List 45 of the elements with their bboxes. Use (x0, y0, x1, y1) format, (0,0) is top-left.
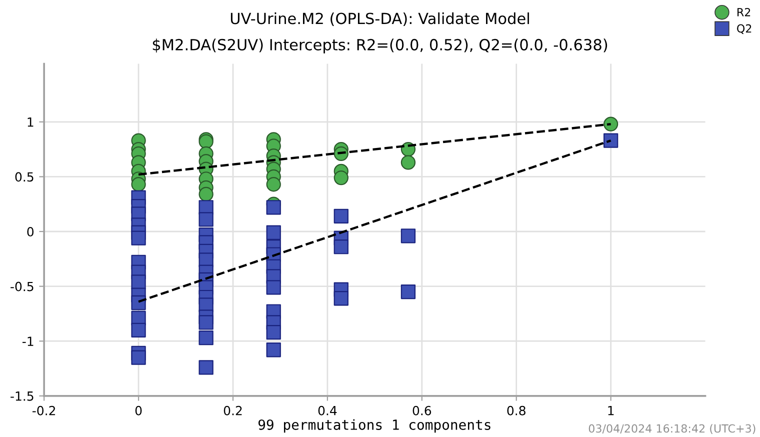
legend-label: Q2 (737, 24, 752, 34)
x-tick-label: 0.6 (412, 406, 432, 416)
chart-title: UV-Urine.M2 (OPLS-DA): Validate Model (230, 12, 529, 26)
point (400, 228, 416, 244)
point (131, 177, 146, 192)
y-tick-label: -0.5 (10, 282, 34, 292)
point (198, 330, 214, 346)
point (266, 225, 281, 240)
x-tick-label: 0.2 (224, 406, 242, 416)
point (198, 315, 214, 330)
y-tick-label: 1 (28, 118, 34, 127)
text: 03/04/2024 16:18:42 (UTC+3) (588, 424, 756, 434)
y-tick-label: 0 (27, 226, 34, 236)
point (131, 230, 146, 246)
point (131, 274, 146, 290)
x-tick-label: 0.8 (507, 406, 526, 416)
point (266, 342, 281, 358)
point (198, 186, 214, 202)
point (131, 322, 146, 338)
x-tick-label: 1 (608, 406, 614, 416)
point (334, 240, 348, 254)
point (266, 200, 281, 215)
point (198, 212, 214, 227)
point (266, 177, 281, 192)
point (198, 360, 214, 375)
chart-subtitle: $M2.DA(S2UV) Intercepts: R2=(0.0, 0.52), Q2=(0.0, -0.638) (152, 38, 608, 54)
point (334, 208, 348, 224)
point (604, 133, 618, 148)
point (131, 295, 146, 310)
y-tick-label: -1.5 (10, 392, 34, 401)
point (266, 280, 281, 295)
point (604, 116, 618, 132)
point (334, 170, 348, 186)
point (266, 325, 281, 340)
x-tick-label: 0 (135, 406, 142, 416)
point (400, 155, 416, 170)
x-axis-title: 99 permutations 1 components (258, 419, 490, 433)
y-tick-label: 0.5 (15, 172, 34, 182)
y-tick-label: -1 (22, 336, 34, 346)
point (131, 350, 146, 365)
point (334, 291, 348, 306)
point (400, 284, 416, 300)
x-tick-label: -0.2 (32, 406, 56, 416)
x-tick-label: 0.4 (318, 406, 337, 416)
legend-label: R2 (737, 8, 750, 16)
